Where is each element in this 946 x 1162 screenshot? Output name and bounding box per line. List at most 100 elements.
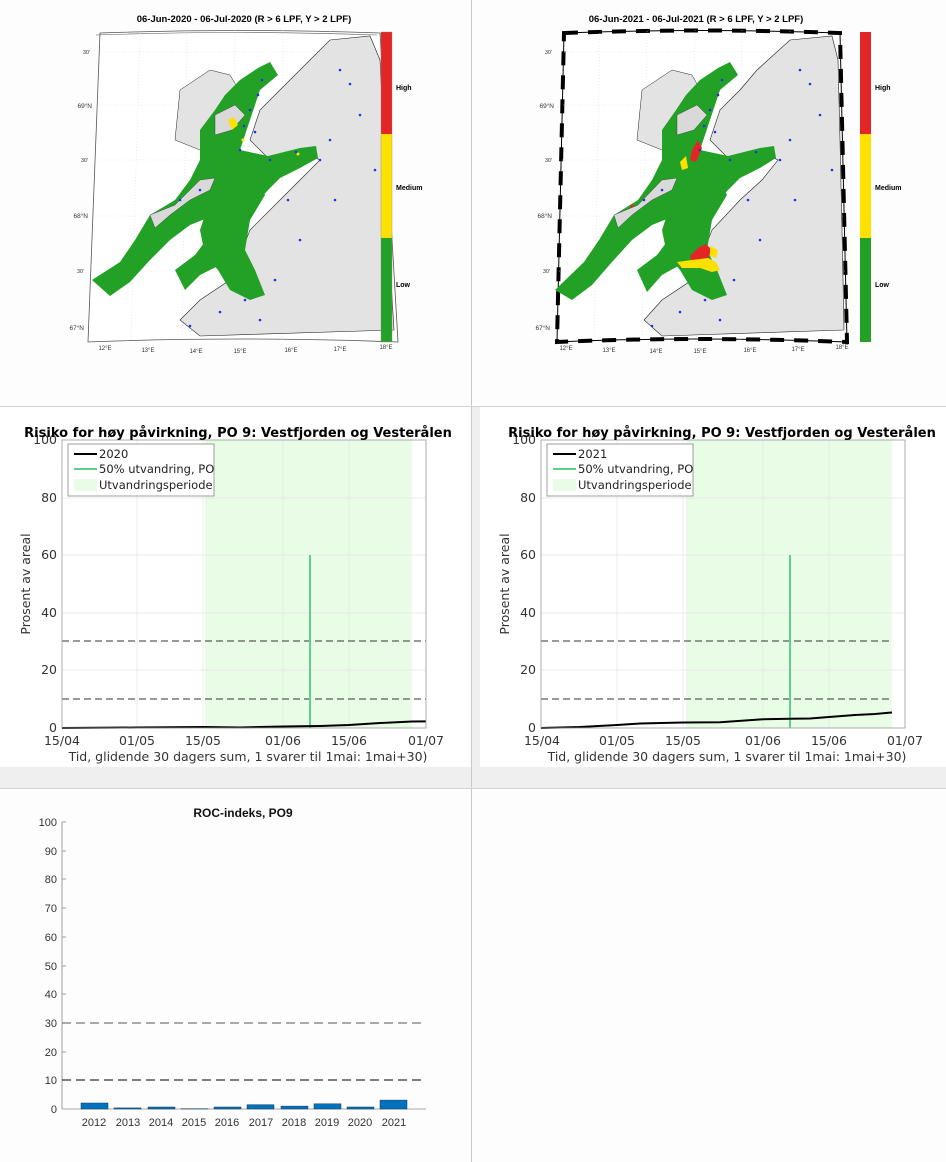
svg-text:14°E: 14°E [649, 349, 662, 355]
svg-text:Utvandringsperiode: Utvandringsperiode [99, 478, 213, 492]
svg-text:Utvandringsperiode: Utvandringsperiode [578, 478, 692, 492]
svg-text:2015: 2015 [182, 1117, 206, 1129]
svg-text:01/06: 01/06 [265, 733, 301, 748]
svg-text:Medium: Medium [396, 185, 422, 192]
risk-line-chart-2020-panel: 0 20 40 60 80 100 15/04 01/05 15/05 01/0… [0, 407, 471, 788]
svg-text:30': 30' [83, 50, 90, 56]
risk-line-chart-2021-panel: 0 20 40 60 80 100 15/04 01/05 15/05 01/0… [472, 407, 946, 788]
risk-map-2020: 06-Jun-2020 - 06-Jul-2020 (R > 6 LPF, Y … [69, 14, 422, 355]
svg-text:13°E: 13°E [141, 348, 154, 354]
svg-text:69°N: 69°N [77, 102, 92, 110]
svg-text:15/05: 15/05 [665, 733, 701, 748]
svg-text:15/06: 15/06 [331, 733, 367, 748]
svg-text:100: 100 [39, 817, 57, 829]
svg-text:12°E: 12°E [98, 346, 111, 352]
x-tick-labels: 15/04 01/05 15/05 01/06 15/06 01/07 [44, 733, 444, 748]
svg-text:18°E: 18°E [835, 345, 848, 351]
map-frame-dashed [554, 28, 850, 345]
svg-text:15/05: 15/05 [185, 733, 221, 748]
svg-text:High: High [875, 85, 891, 92]
y-axis-label: Prosent av areal [497, 533, 512, 634]
high-risk-patch [690, 244, 712, 262]
map-panel-2020: 06-Jun-2020 - 06-Jul-2020 (R > 6 LPF, Y … [0, 0, 471, 406]
chart-title: Risiko for høy påvirkning, PO 9: Vestfjo… [508, 426, 936, 441]
x-tick-labels: 2012 2013 2014 2015 2016 2017 2018 2019 … [82, 1117, 406, 1129]
svg-text:2021: 2021 [382, 1117, 406, 1129]
svg-text:0: 0 [528, 720, 536, 735]
svg-text:2016: 2016 [215, 1117, 239, 1129]
series-2021-line [540, 711, 893, 729]
y-tick-labels: 0 10 20 30 40 50 60 70 80 90 100 [39, 817, 57, 1116]
svg-text:100: 100 [33, 432, 57, 447]
svg-text:17°E: 17°E [791, 347, 804, 353]
svg-text:15/04: 15/04 [44, 733, 80, 748]
risk-line-chart-2021: 0 20 40 60 80 100 15/04 01/05 15/05 01/0… [480, 407, 946, 767]
svg-text:60: 60 [45, 932, 57, 944]
lon-labels: 12°E 13°E 14°E 15°E 16°E 17°E 18°E [559, 345, 848, 355]
svg-text:0: 0 [51, 1104, 57, 1116]
svg-text:60: 60 [41, 547, 57, 562]
x-axis-label: Tid, glidende 30 dagers sum, 1 svarer ti… [68, 749, 428, 764]
svg-text:14°E: 14°E [189, 349, 202, 355]
low-risk-zone [92, 62, 318, 296]
svg-text:40: 40 [520, 605, 536, 620]
legend: 2021 50% utvandring, PO Utvandringsperio… [546, 443, 694, 497]
chart-title: Risiko for høy påvirkning, PO 9: Vestfjo… [24, 426, 452, 441]
svg-text:50: 50 [45, 961, 57, 973]
empty-panel [472, 789, 946, 1162]
svg-text:68°N: 68°N [537, 212, 552, 220]
risk-colorbar: High Medium Low [380, 31, 422, 343]
y-tick-labels: 0 20 40 60 80 100 [33, 432, 57, 735]
lon-labels: 12°E 13°E 14°E 15°E 16°E 17°E 18°E [98, 345, 392, 355]
svg-text:80: 80 [520, 490, 536, 505]
svg-text:2021: 2021 [578, 447, 607, 461]
svg-text:10: 10 [45, 1075, 57, 1087]
svg-text:80: 80 [45, 874, 57, 886]
svg-text:2020: 2020 [99, 447, 128, 461]
legend: 2020 50% utvandring, PO Utvandringsperio… [67, 443, 215, 497]
svg-text:67°N: 67°N [535, 324, 550, 332]
x-tick-labels: 15/04 01/05 15/05 01/06 15/06 01/07 [524, 733, 923, 748]
svg-text:Medium: Medium [875, 185, 901, 192]
roc-index-bar-chart: ROC-indeks, PO9 0 10 20 30 40 50 60 70 8… [39, 806, 426, 1129]
svg-text:20: 20 [520, 662, 536, 677]
svg-text:30': 30' [545, 50, 552, 56]
svg-text:30': 30' [81, 158, 88, 164]
svg-text:2017: 2017 [249, 1117, 273, 1129]
svg-text:15°E: 15°E [693, 349, 706, 355]
medium-risk-patch [677, 258, 720, 272]
svg-text:01/05: 01/05 [119, 733, 155, 748]
svg-text:50% utvandring, PO: 50% utvandring, PO [578, 462, 693, 476]
svg-text:17°E: 17°E [333, 347, 346, 353]
svg-text:01/07: 01/07 [408, 733, 444, 748]
map-panel-2021: 06-Jun-2021 - 06-Jul-2021 (R > 6 LPF, Y … [472, 0, 946, 406]
x-axis-label: Tid, glidende 30 dagers sum, 1 svarer ti… [547, 749, 907, 764]
svg-text:70: 70 [45, 903, 57, 915]
risk-colorbar: High Medium Low [860, 32, 901, 342]
svg-text:20: 20 [41, 662, 57, 677]
svg-text:15/06: 15/06 [811, 733, 847, 748]
svg-text:15/04: 15/04 [524, 733, 560, 748]
chart-title: ROC-indeks, PO9 [193, 806, 293, 820]
lat-labels: 30' 69°N 30' 68°N 30' 67°N [535, 50, 554, 332]
svg-text:2018: 2018 [282, 1117, 306, 1129]
svg-text:12°E: 12°E [559, 346, 572, 352]
svg-text:01/05: 01/05 [599, 733, 635, 748]
svg-text:50% utvandring, PO: 50% utvandring, PO [99, 462, 214, 476]
svg-text:30': 30' [545, 158, 552, 164]
map-title: 06-Jun-2020 - 06-Jul-2020 (R > 6 LPF, Y … [137, 14, 352, 25]
svg-text:80: 80 [41, 490, 57, 505]
svg-text:15°E: 15°E [233, 349, 246, 355]
risk-map-2021: 06-Jun-2021 - 06-Jul-2021 (R > 6 LPF, Y … [535, 14, 901, 355]
svg-text:2014: 2014 [149, 1117, 173, 1129]
svg-text:18°E: 18°E [379, 345, 392, 351]
svg-text:2019: 2019 [315, 1117, 339, 1129]
station-dots [178, 68, 377, 328]
svg-text:16°E: 16°E [284, 348, 297, 354]
utvandringsperiode-shade [205, 440, 412, 728]
svg-text:60: 60 [520, 547, 536, 562]
svg-text:30: 30 [45, 1018, 57, 1030]
roc-bars [80, 1099, 408, 1110]
svg-text:2012: 2012 [82, 1117, 106, 1129]
svg-text:69°N: 69°N [539, 102, 554, 110]
